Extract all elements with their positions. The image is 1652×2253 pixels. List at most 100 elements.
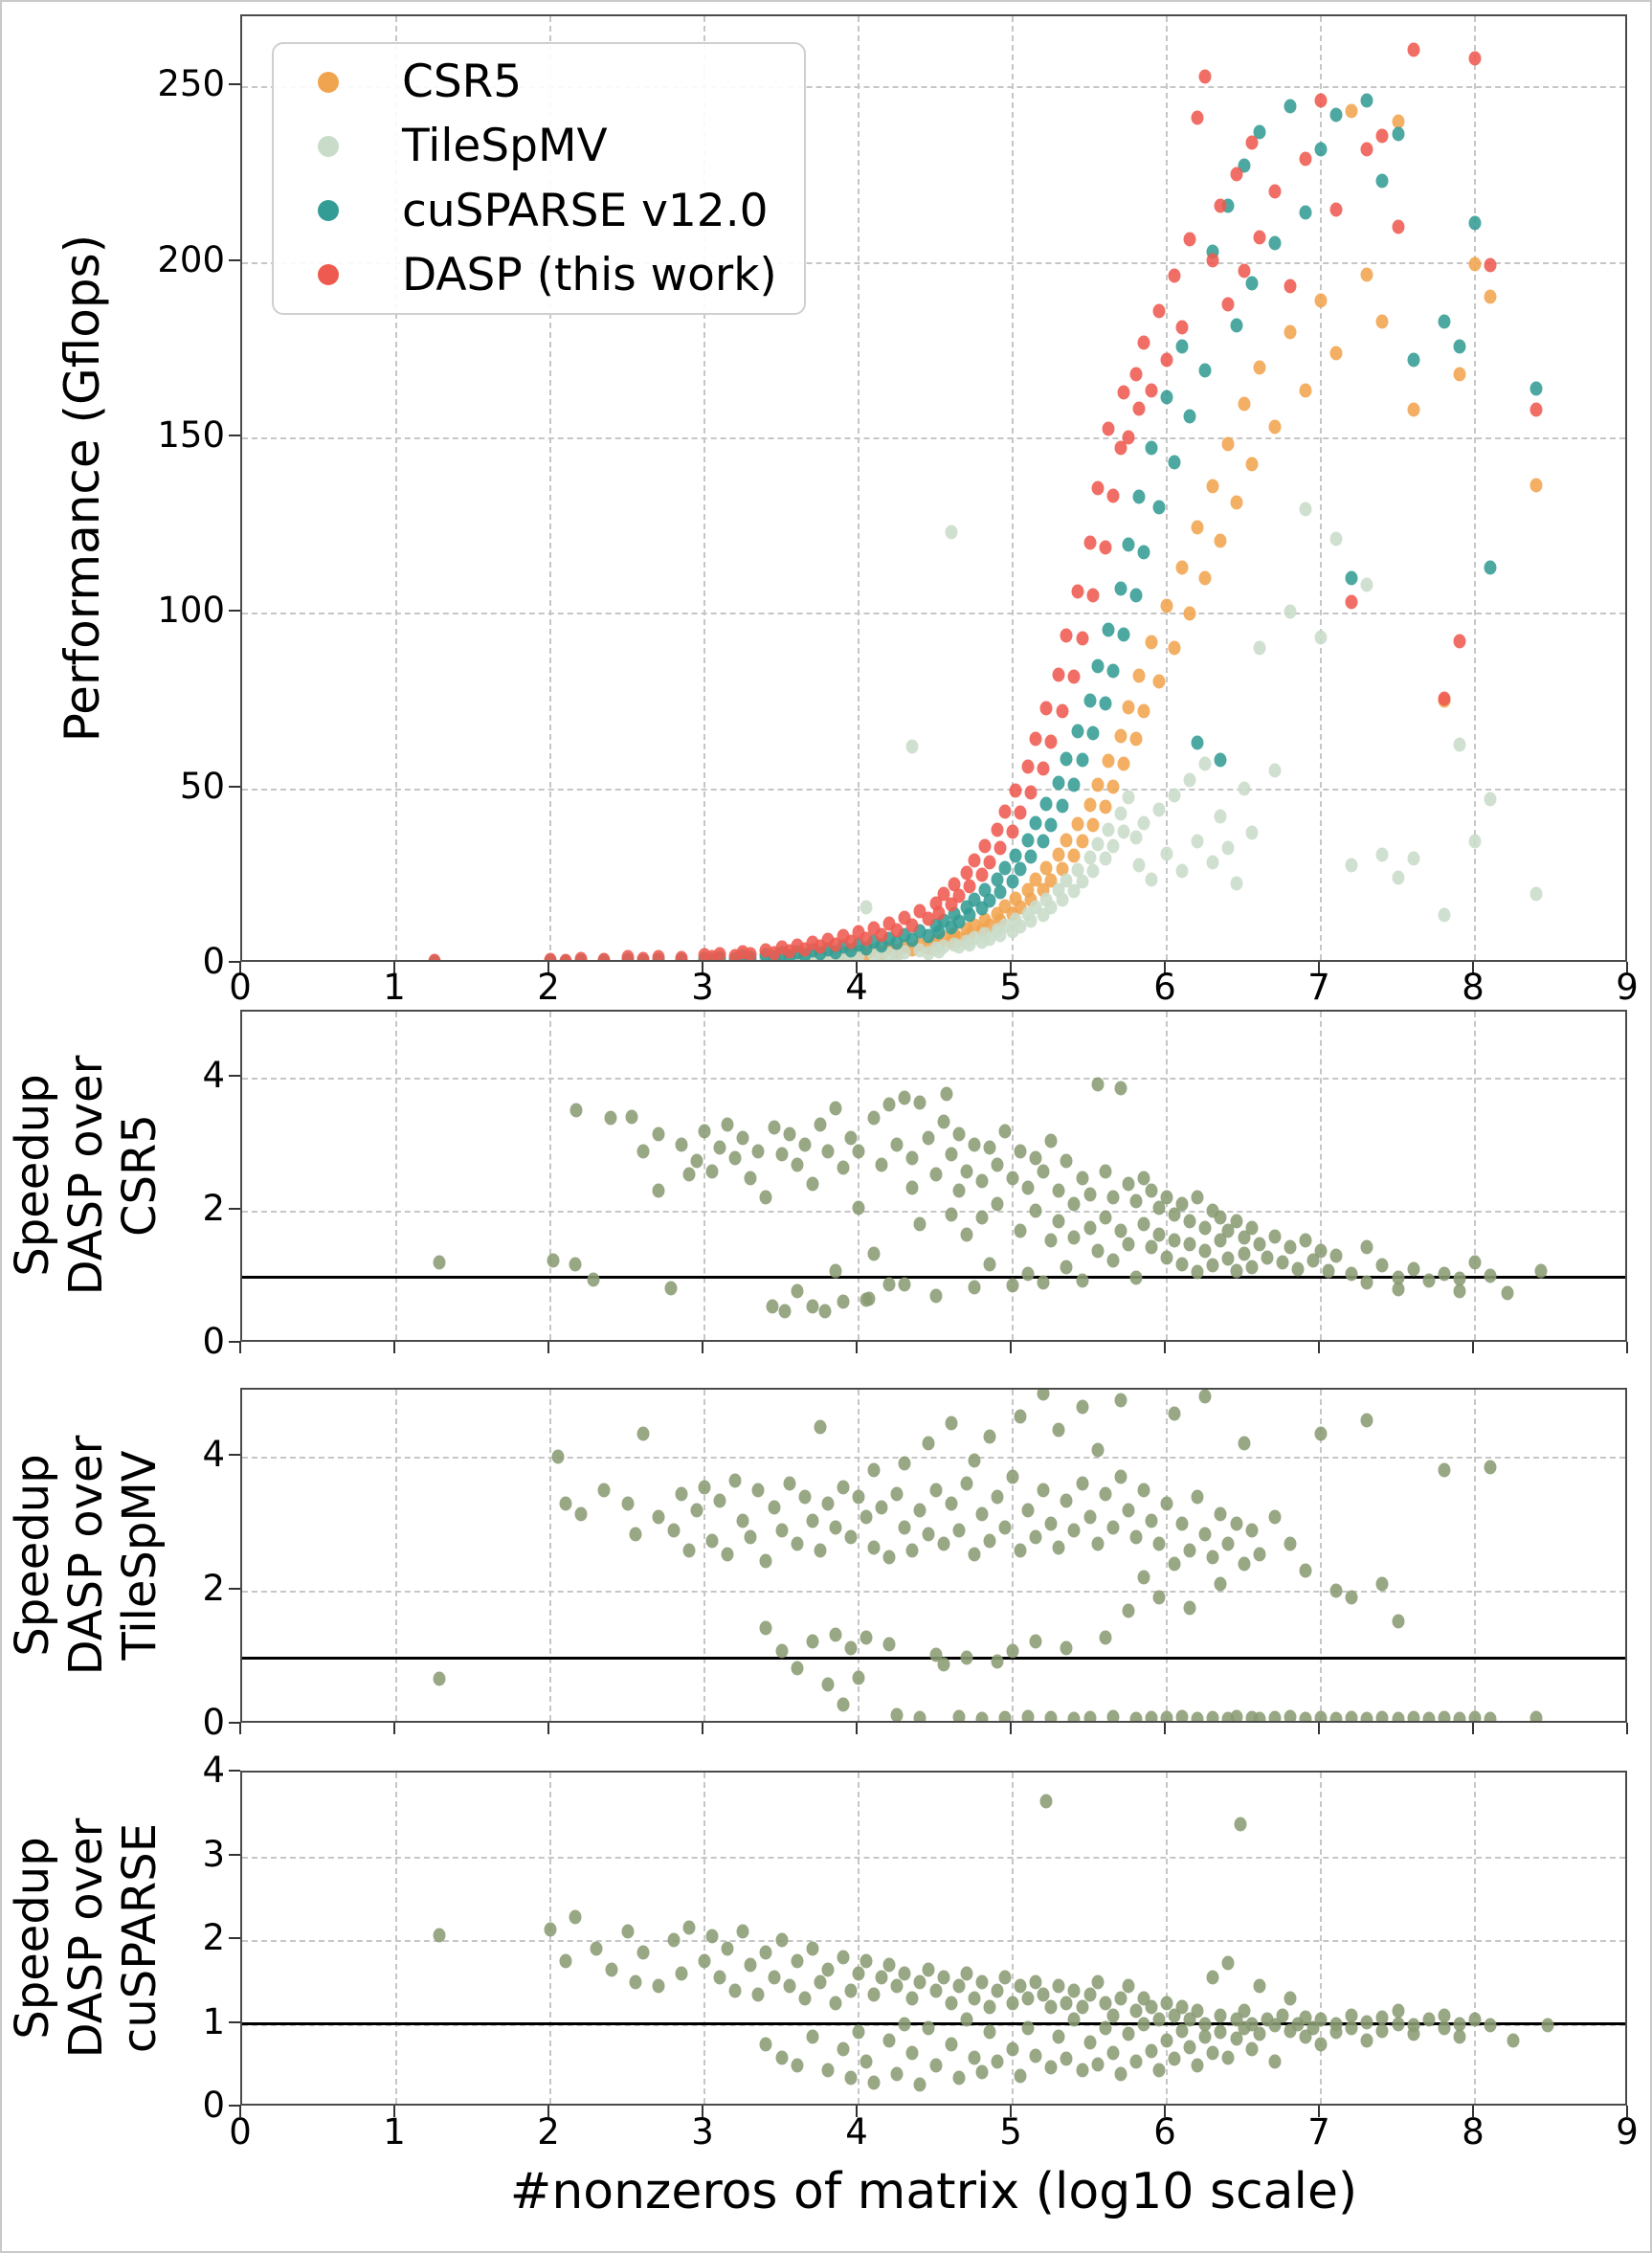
data-point [1083,2035,1096,2050]
data-point [1299,2010,1312,2024]
data-point [852,1489,865,1505]
data-point [1145,440,1158,456]
data-point [667,1523,681,1538]
x-axis-tick [1010,962,1012,973]
gridline [703,1390,705,1721]
data-point [952,2070,966,2086]
data-point [1175,863,1189,879]
data-point [798,1137,812,1152]
data-point [433,1928,446,1943]
data-point [940,1086,953,1102]
data-point [1122,700,1135,715]
data-point [890,1137,904,1152]
data-point [1214,752,1227,768]
data-point [1329,1248,1343,1263]
data-point [1214,2008,1227,2023]
data-point [1245,825,1258,839]
data-point [783,1126,795,1142]
data-point [867,2075,881,2090]
data-point [1076,631,1088,646]
data-point [544,1922,557,1937]
data-point [1122,1237,1135,1252]
data-point [1221,1711,1235,1721]
x-axis-tick [1010,2106,1012,2117]
data-point [1484,2018,1497,2033]
x-axis-tick-label: 5 [999,967,1022,1008]
gridline [395,1012,397,1340]
data-point [1021,1503,1035,1518]
data-point [1230,318,1242,333]
data-point [1360,1275,1373,1290]
data-point [1168,268,1181,283]
x-axis-tick-label: 6 [1153,967,1176,1008]
data-point [1221,840,1235,856]
data-point [1299,1233,1312,1248]
data-point [1183,606,1196,621]
data-point [1076,874,1088,889]
data-point [574,1506,588,1521]
data-point [1067,1523,1081,1538]
data-point [1392,219,1404,234]
gridline [1166,16,1168,960]
data-point [1168,2051,1181,2066]
data-point [1021,2020,1035,2036]
data-point [1014,1978,1027,1994]
data-point [1114,440,1127,456]
data-point [433,1255,446,1270]
data-point [814,1543,827,1558]
data-point [1106,663,1120,679]
data-point [1099,2020,1112,2036]
y-axis-tick [229,1770,240,1772]
data-point [1438,314,1451,329]
y-axis-tick [229,1722,240,1724]
data-point [867,1462,881,1478]
data-point [1037,761,1050,776]
data-point [1029,731,1042,747]
data-point [1453,634,1466,649]
data-point [1175,1516,1189,1531]
data-point [1091,2057,1105,2071]
data-point [1183,232,1196,247]
data-point [1501,1285,1514,1301]
data-point [998,1970,1012,1985]
data-point [1268,1229,1282,1244]
data-point [844,2070,858,2086]
panel-speedup-tilespmv [240,1388,1627,1723]
data-point [1029,872,1042,887]
gridline [242,1591,1625,1593]
data-point [968,1280,981,1295]
data-point [1245,276,1258,291]
data-point [728,1983,742,1997]
data-point [1238,781,1250,796]
data-point [1039,701,1053,716]
x-axis-tick [702,1723,703,1734]
data-point [859,2054,873,2069]
gridline [395,1390,397,1721]
legend-marker-dasp [318,264,339,286]
data-point [675,1137,688,1152]
data-point [721,1941,734,1956]
data-point [636,1144,650,1159]
data-point [1152,1227,1166,1241]
data-point [690,1503,703,1518]
data-point [1206,2045,1219,2061]
data-point [1114,1223,1127,1238]
data-point [890,948,904,960]
data-point [1160,1250,1173,1265]
data-point [705,1533,719,1548]
data-point [1375,1710,1389,1721]
data-point [1253,1237,1266,1252]
data-point [1453,339,1466,354]
x-axis-tick-label: 9 [1616,2111,1639,2153]
data-point [751,1987,765,2002]
data-point [1314,1710,1328,1721]
data-point [1114,806,1127,821]
panel-performance [240,14,1627,962]
data-point [905,1180,919,1195]
data-point [1183,409,1196,424]
data-point [1438,691,1451,706]
data-point [1037,834,1050,849]
data-point [736,1130,749,1146]
data-point [1117,385,1130,400]
data-point [783,1978,795,1994]
